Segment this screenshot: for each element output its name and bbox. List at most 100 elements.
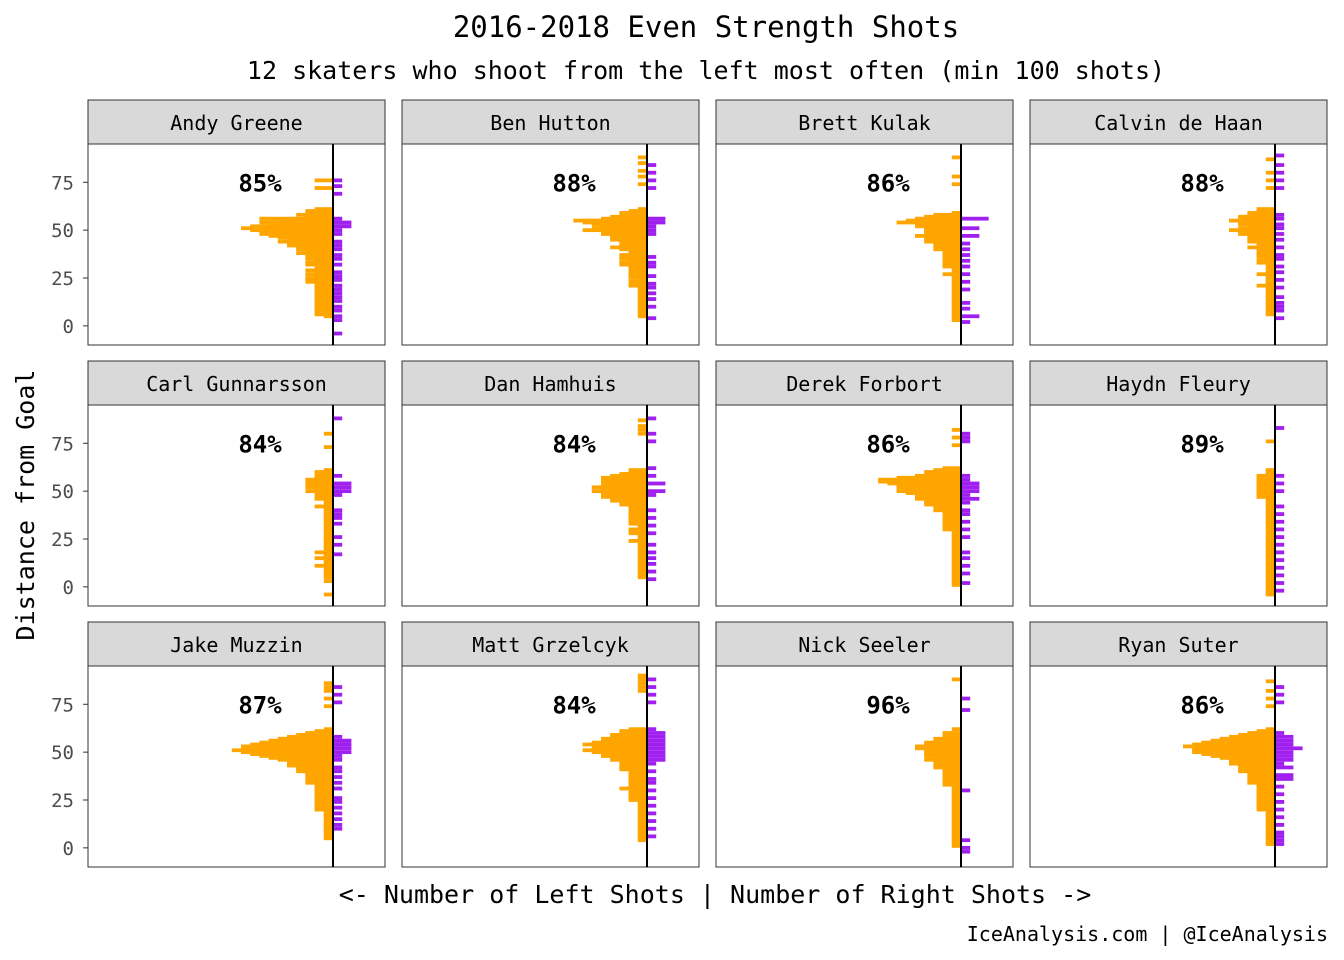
- left-bar-brett-kulak-29: [942, 260, 961, 265]
- right-bar-ben-hutton-5: [647, 220, 666, 225]
- left-bar-brett-kulak-43: [951, 287, 961, 292]
- left-bar-carl-gunnarsson-19: [323, 500, 333, 505]
- left-bar-dan-hamhuis-4: [628, 468, 647, 472]
- left-bar-carl-gunnarsson-51: [323, 561, 333, 566]
- left-bar-ryan-suter-59: [1265, 832, 1275, 837]
- left-bar-nick-seeler-6: [933, 738, 961, 743]
- left-bar-ryan-suter-24: [1238, 765, 1275, 770]
- left-bar-jake-muzzin-54: [323, 821, 333, 825]
- left-bar-ryan-suter-30: [1247, 777, 1275, 781]
- left-bar-nick-seeler-61: [951, 844, 961, 848]
- left-bar-ryan-suter-62: [1265, 838, 1275, 843]
- left-bar-matt-grzelcyk-42: [628, 798, 647, 802]
- right-bar-ryan-suter-4: [1275, 734, 1294, 739]
- right-bar-carl-gunnarsson-11: [333, 542, 343, 547]
- left-bar-haydn-fleury-46: [1265, 554, 1275, 559]
- left-bar-dan-hamhuis-1: [637, 424, 647, 428]
- caption: IceAnalysis.com | @IceAnalysis: [967, 922, 1328, 946]
- left-bar-matt-grzelcyk-33: [628, 780, 647, 785]
- left-bar-haydn-fleury-47: [1265, 556, 1275, 561]
- left-bar-matt-grzelcyk-5: [628, 727, 647, 732]
- left-bar-calvin-de-haan-56: [1265, 306, 1275, 311]
- left-bar-dan-hamhuis-23: [628, 504, 647, 509]
- left-bar-haydn-fleury-3: [1265, 472, 1275, 476]
- left-bar-andy-greene-28: [305, 256, 333, 261]
- left-bar-jake-muzzin-19: [259, 754, 333, 758]
- right-bar-ben-hutton-6: [647, 224, 657, 229]
- left-bar-derek-forbort-60: [951, 575, 961, 580]
- right-bar-jake-muzzin-9: [333, 757, 343, 762]
- left-bar-calvin-de-haan-12: [1238, 222, 1275, 227]
- left-bar-carl-gunnarsson-38: [323, 537, 333, 541]
- left-bar-andy-greene-2: [314, 207, 333, 211]
- y-axis-label: Distance from Goal: [11, 370, 40, 641]
- left-bar-andy-greene-6: [305, 214, 333, 219]
- left-bar-nick-seeler-1: [951, 727, 961, 732]
- left-bar-derek-forbort-44: [951, 544, 961, 549]
- left-bar-jake-muzzin-4: [323, 704, 333, 709]
- left-bar-ben-hutton-47: [637, 287, 647, 292]
- left-bar-brett-kulak-22: [933, 247, 961, 252]
- right-bar-calvin-de-haan-12: [1275, 253, 1285, 257]
- right-bar-ryan-suter-7: [1275, 746, 1303, 751]
- left-bar-nick-seeler-44: [951, 811, 961, 816]
- right-bar-ryan-suter-5: [1275, 738, 1294, 743]
- left-bar-carl-gunnarsson-18: [323, 498, 333, 503]
- left-bar-derek-forbort-28: [942, 514, 961, 518]
- right-bar-matt-grzelcyk-11: [647, 754, 666, 758]
- left-bar-dan-hamhuis-2: [637, 427, 647, 432]
- left-bar-brett-kulak-7: [905, 218, 961, 223]
- left-bar-jake-muzzin-3: [323, 696, 333, 701]
- right-bar-haydn-fleury-14: [1275, 581, 1285, 585]
- left-bar-nick-seeler-21: [942, 767, 961, 772]
- left-bar-calvin-de-haan-41: [1265, 278, 1275, 282]
- left-bar-matt-grzelcyk-45: [637, 803, 647, 808]
- left-bar-carl-gunnarsson-31: [323, 523, 333, 528]
- left-bar-haydn-fleury-5: [1256, 475, 1275, 480]
- left-bar-calvin-de-haan-48: [1265, 291, 1275, 296]
- left-bar-dan-hamhuis-57: [637, 569, 647, 574]
- y-tick-label-row0-0: 0: [63, 316, 74, 338]
- left-bar-carl-gunnarsson-22: [323, 506, 333, 511]
- left-bar-carl-gunnarsson-11: [305, 485, 333, 490]
- left-bar-calvin-de-haan-0: [1265, 157, 1275, 162]
- left-bar-ben-hutton-12: [582, 220, 647, 225]
- left-bar-andy-greene-10: [268, 222, 333, 227]
- left-bar-carl-gunnarsson-36: [323, 533, 333, 538]
- left-bar-ben-hutton-43: [628, 279, 647, 284]
- left-share-label-brett-kulak: 86%: [866, 169, 910, 197]
- left-bar-ryan-suter-1: [1265, 688, 1275, 693]
- left-bar-andy-greene-8: [277, 218, 333, 223]
- right-bar-dan-hamhuis-0: [647, 416, 657, 421]
- left-bar-andy-greene-40: [305, 279, 333, 284]
- left-bar-matt-grzelcyk-2: [637, 681, 647, 686]
- right-bar-calvin-de-haan-2: [1275, 170, 1285, 175]
- left-bar-haydn-fleury-64: [1265, 588, 1275, 593]
- left-bar-nick-seeler-19: [933, 763, 961, 768]
- x-axis-label: <- Number of Left Shots | Number of Righ…: [339, 880, 1092, 909]
- right-bar-matt-grzelcyk-6: [647, 734, 666, 739]
- left-bar-jake-muzzin-21: [277, 757, 333, 762]
- left-bar-matt-grzelcyk-23: [619, 761, 647, 766]
- right-bar-matt-grzelcyk-3: [647, 700, 657, 705]
- right-bar-jake-muzzin-7: [333, 750, 352, 755]
- left-bar-ben-hutton-8: [619, 212, 647, 217]
- left-bar-brett-kulak-54: [951, 308, 961, 313]
- left-bar-carl-gunnarsson-2: [323, 468, 333, 472]
- right-bar-jake-muzzin-12: [333, 775, 343, 779]
- left-bar-haydn-fleury-56: [1265, 573, 1275, 578]
- left-bar-derek-forbort-9: [878, 477, 961, 482]
- left-bar-brett-kulak-19: [933, 241, 961, 246]
- left-bar-derek-forbort-63: [951, 581, 961, 585]
- right-bar-ryan-suter-14: [1275, 777, 1294, 781]
- left-bar-dan-hamhuis-54: [637, 563, 647, 568]
- left-bar-carl-gunnarsson-30: [323, 521, 333, 526]
- left-bar-nick-seeler-40: [951, 803, 961, 808]
- right-bar-jake-muzzin-15: [333, 796, 343, 800]
- left-bar-calvin-de-haan-28: [1256, 253, 1275, 257]
- left-bar-carl-gunnarsson-58: [323, 575, 333, 580]
- right-bar-brett-kulak-14: [961, 320, 971, 324]
- left-bar-nick-seeler-37: [951, 798, 961, 802]
- left-share-label-derek-forbort: 86%: [866, 430, 910, 458]
- left-bar-ryan-suter-35: [1256, 786, 1275, 791]
